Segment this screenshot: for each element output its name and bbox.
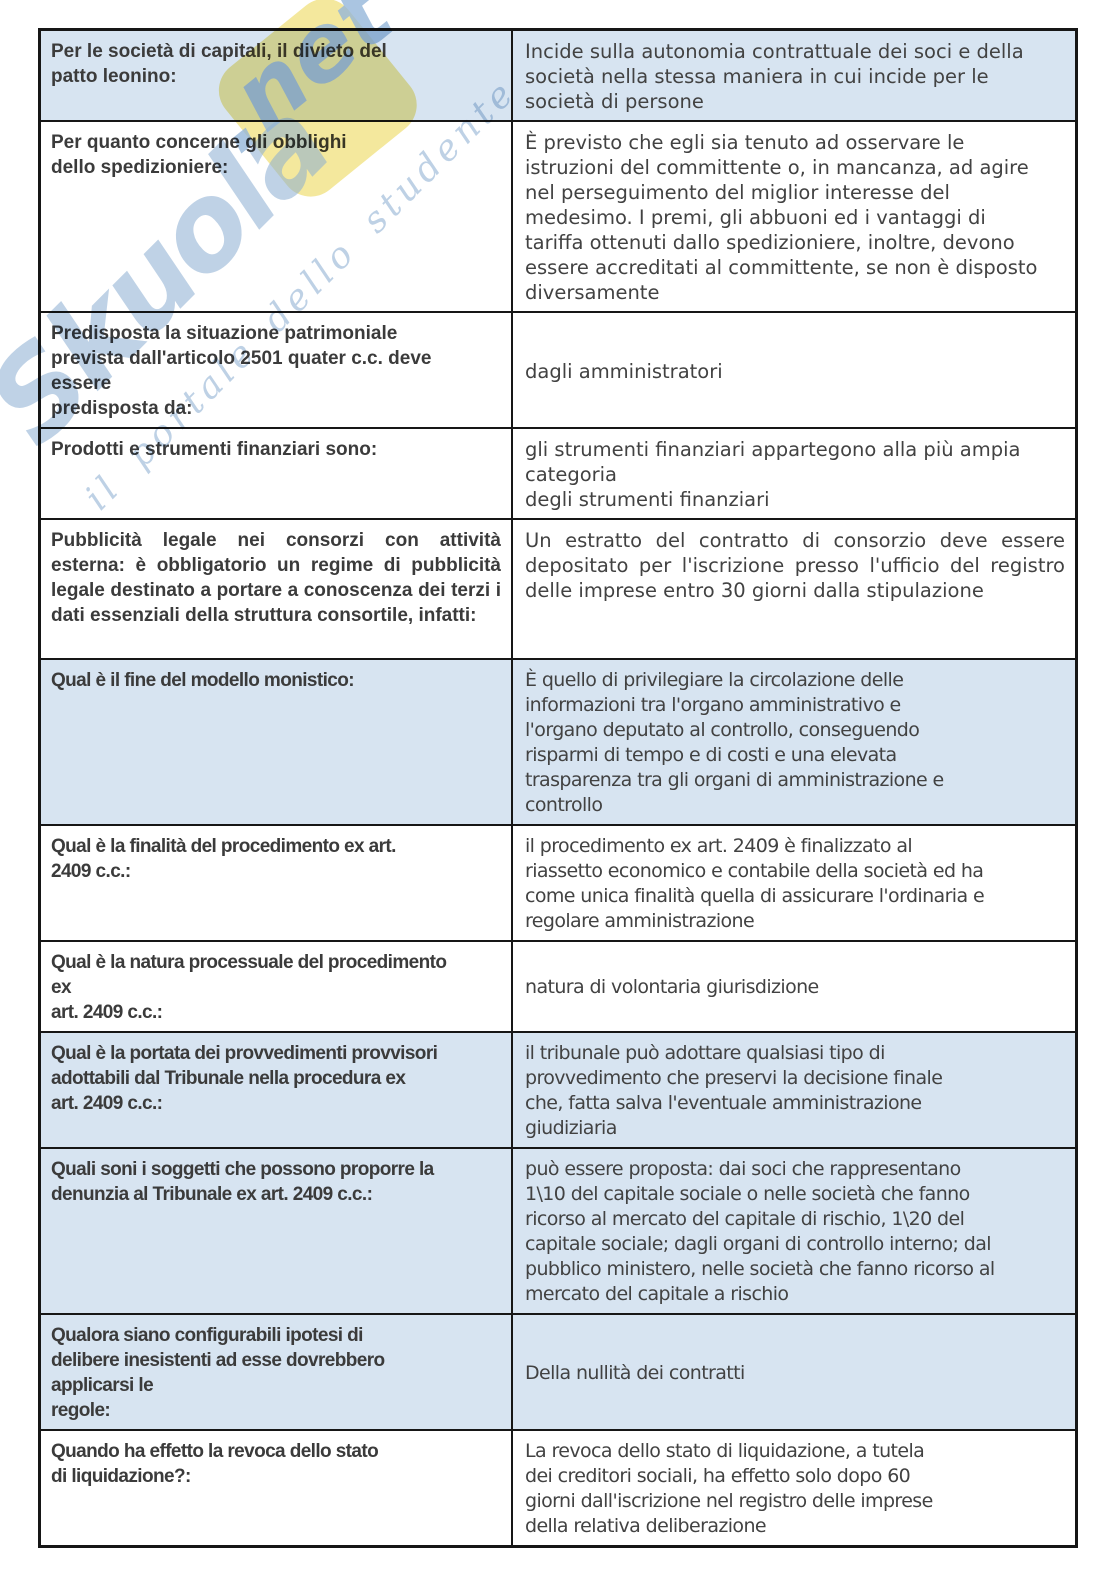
table-row: Qual è la portata dei provvedimenti prov… (41, 1031, 1075, 1147)
table-row: Qual è il fine del modello monistico: È q… (41, 658, 1075, 824)
question-cell: Pubblicità legale nei consorzi con attiv… (41, 520, 513, 658)
qa-table: Per le società di capitali, il divieto d… (38, 28, 1078, 1548)
answer-cell: Un estratto del contratto di consorzio d… (525, 529, 1065, 602)
answer-cell: il tribunale può adottare qualsiasi tipo… (525, 1042, 943, 1139)
question-cell: Qual è la portata dei provvedimenti prov… (41, 1033, 513, 1147)
question-cell: Qual è il fine del modello monistico: (41, 660, 513, 824)
answer-cell: Della nullità dei contratti (525, 1361, 745, 1384)
answer-cell: dagli amministratori (525, 359, 723, 383)
table-row: Per le società di capitali, il divieto d… (41, 31, 1075, 120)
table-row: Per quanto concerne gli obblighi dello s… (41, 120, 1075, 311)
table-row: Prodotti e strumenti finanziari sono: gli… (41, 427, 1075, 518)
table-row: Qual è la finalità del procedimento ex a… (41, 824, 1075, 940)
answer-cell: Incide sulla autonomia contrattuale dei … (525, 40, 1024, 113)
answer-cell: gli strumenti finanziari appartegono all… (525, 438, 1021, 511)
table-row: Quando ha effetto la revoca dello stato … (41, 1429, 1075, 1545)
question-cell: Qual è la natura processuale del procedi… (41, 942, 513, 1031)
table-row: Quali soni i soggetti che possono propor… (41, 1147, 1075, 1313)
answer-cell: il procedimento ex art. 2409 è finalizza… (525, 835, 985, 932)
table-row: Pubblicità legale nei consorzi con attiv… (41, 518, 1075, 658)
answer-cell: La revoca dello stato di liquidazione, a… (525, 1440, 933, 1537)
question-cell: Quando ha effetto la revoca dello stato … (41, 1431, 513, 1545)
question-cell: Per quanto concerne gli obblighi dello s… (41, 122, 513, 311)
question-cell: Qualora siano configurabili ipotesi di d… (41, 1315, 513, 1429)
answer-cell: natura di volontaria giurisdizione (525, 976, 819, 998)
table-row: Qual è la natura processuale del procedi… (41, 940, 1075, 1031)
question-cell: Predisposta la situazione patrimoniale p… (41, 313, 513, 427)
answer-cell: È quello di privilegiare la circolazione… (525, 669, 944, 816)
question-cell: Quali soni i soggetti che possono propor… (41, 1149, 513, 1313)
question-cell: Per le società di capitali, il divieto d… (41, 31, 513, 120)
answer-cell: può essere proposta: dai soci che rappre… (525, 1158, 995, 1305)
table-row: Predisposta la situazione patrimoniale p… (41, 311, 1075, 427)
question-cell: Prodotti e strumenti finanziari sono: (41, 429, 513, 518)
table-row: Qualora siano configurabili ipotesi di d… (41, 1313, 1075, 1429)
question-cell: Qual è la finalità del procedimento ex a… (41, 826, 513, 940)
answer-cell: È previsto che egli sia tenuto ad osserv… (525, 131, 1038, 304)
